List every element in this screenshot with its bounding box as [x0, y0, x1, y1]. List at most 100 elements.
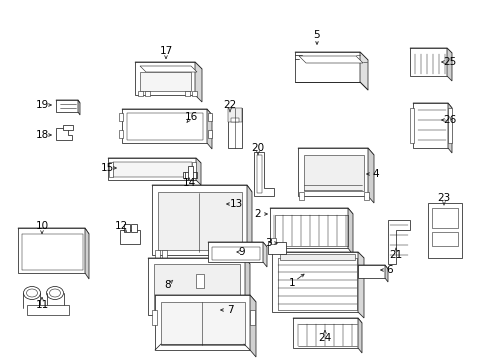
- Polygon shape: [359, 52, 367, 90]
- Ellipse shape: [52, 260, 68, 270]
- Text: 10: 10: [35, 221, 48, 231]
- Ellipse shape: [23, 287, 41, 300]
- Polygon shape: [56, 100, 78, 112]
- Bar: [267, 242, 285, 254]
- Text: 26: 26: [443, 115, 456, 125]
- Bar: [431, 232, 457, 246]
- Polygon shape: [155, 295, 249, 350]
- Polygon shape: [292, 318, 357, 348]
- Ellipse shape: [440, 242, 448, 248]
- Text: 22: 22: [223, 100, 236, 110]
- Polygon shape: [294, 52, 359, 82]
- Polygon shape: [412, 103, 447, 148]
- Polygon shape: [140, 66, 197, 72]
- Text: 11: 11: [35, 300, 48, 310]
- Bar: [431, 208, 457, 228]
- Polygon shape: [263, 242, 266, 267]
- Polygon shape: [246, 185, 251, 262]
- Polygon shape: [253, 152, 273, 196]
- Polygon shape: [409, 48, 446, 76]
- Text: 3: 3: [264, 238, 271, 248]
- Polygon shape: [145, 91, 150, 96]
- Ellipse shape: [153, 113, 161, 121]
- Bar: [152, 310, 157, 325]
- Ellipse shape: [177, 113, 184, 121]
- Polygon shape: [271, 252, 363, 258]
- Polygon shape: [18, 228, 85, 273]
- Bar: [158, 192, 242, 250]
- Polygon shape: [298, 56, 362, 63]
- Ellipse shape: [46, 287, 63, 300]
- Polygon shape: [78, 100, 80, 115]
- Polygon shape: [152, 185, 251, 192]
- Polygon shape: [135, 62, 195, 95]
- Polygon shape: [148, 258, 249, 264]
- Ellipse shape: [204, 278, 230, 298]
- Bar: [127, 113, 203, 140]
- Ellipse shape: [205, 212, 234, 228]
- Bar: [113, 162, 192, 177]
- Ellipse shape: [162, 212, 190, 228]
- Ellipse shape: [49, 289, 61, 297]
- Polygon shape: [357, 318, 361, 353]
- Text: 25: 25: [443, 57, 456, 67]
- Bar: [119, 113, 123, 121]
- Bar: [363, 192, 368, 200]
- Polygon shape: [297, 148, 373, 155]
- Text: 5: 5: [313, 30, 320, 40]
- Bar: [280, 254, 354, 260]
- Polygon shape: [18, 228, 89, 234]
- Polygon shape: [427, 203, 461, 258]
- Polygon shape: [357, 252, 363, 318]
- Bar: [124, 224, 130, 232]
- Ellipse shape: [129, 125, 137, 131]
- Bar: [161, 302, 244, 345]
- Polygon shape: [446, 48, 451, 81]
- Polygon shape: [207, 242, 263, 262]
- Bar: [27, 305, 69, 315]
- Ellipse shape: [27, 243, 43, 253]
- Polygon shape: [108, 158, 201, 163]
- Bar: [207, 113, 212, 121]
- Polygon shape: [347, 208, 352, 255]
- Bar: [207, 130, 212, 138]
- Polygon shape: [387, 220, 409, 264]
- Bar: [63, 125, 73, 130]
- Ellipse shape: [27, 260, 43, 270]
- Bar: [131, 224, 137, 232]
- Bar: [120, 230, 140, 244]
- Text: 24: 24: [318, 333, 331, 343]
- Polygon shape: [207, 242, 266, 247]
- Polygon shape: [122, 109, 206, 143]
- Polygon shape: [192, 91, 197, 96]
- Polygon shape: [135, 62, 202, 69]
- Polygon shape: [409, 48, 451, 53]
- Text: 23: 23: [436, 193, 450, 203]
- Polygon shape: [148, 258, 244, 315]
- Polygon shape: [108, 158, 196, 180]
- Text: 18: 18: [35, 130, 48, 140]
- Ellipse shape: [141, 113, 149, 121]
- Polygon shape: [249, 295, 256, 357]
- Text: 16: 16: [184, 112, 197, 122]
- Text: 21: 21: [388, 250, 402, 260]
- Text: 9: 9: [238, 247, 245, 257]
- Polygon shape: [269, 208, 352, 214]
- Text: 13: 13: [229, 199, 242, 209]
- Bar: [196, 274, 203, 288]
- Polygon shape: [184, 91, 190, 96]
- Ellipse shape: [129, 113, 137, 121]
- Polygon shape: [412, 103, 451, 108]
- Polygon shape: [122, 109, 212, 115]
- Bar: [187, 166, 193, 180]
- Polygon shape: [357, 265, 387, 269]
- Text: 14: 14: [182, 178, 195, 188]
- Polygon shape: [155, 295, 256, 302]
- Polygon shape: [140, 72, 191, 91]
- Polygon shape: [56, 128, 72, 140]
- Bar: [270, 238, 275, 244]
- Text: 4: 4: [372, 169, 379, 179]
- Ellipse shape: [52, 243, 68, 253]
- Polygon shape: [384, 265, 387, 282]
- Polygon shape: [85, 228, 89, 279]
